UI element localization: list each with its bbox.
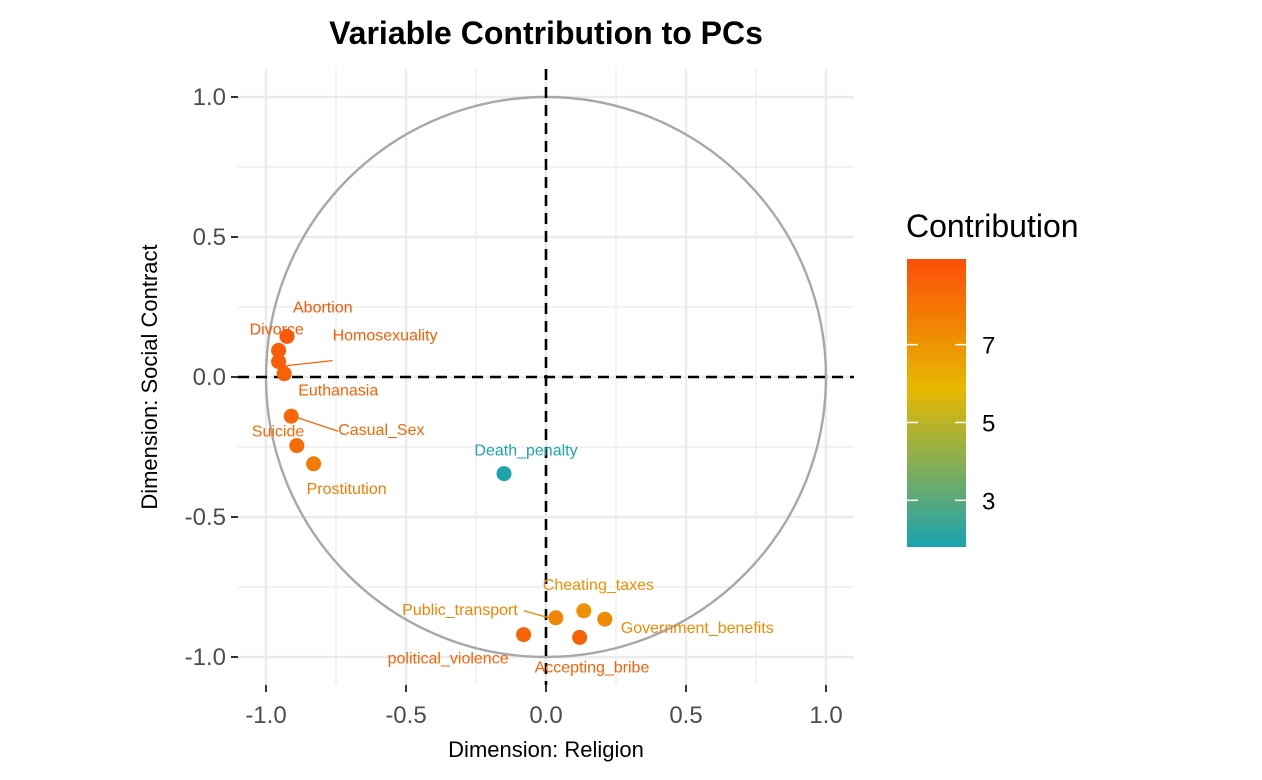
y-tick-label: 1.0: [193, 84, 226, 111]
y-tick-label: -1.0: [185, 644, 226, 671]
point-public_transport: [548, 610, 564, 626]
point-label: political_violence: [388, 651, 509, 668]
y-tick-label: 0.0: [193, 364, 226, 391]
leader-line: [277, 359, 333, 368]
x-tick-label: 0.5: [669, 702, 702, 729]
point-label: Prostitution: [307, 481, 387, 498]
point-label: Cheating_taxes: [543, 577, 654, 594]
y-axis-title: Dimension: Social Contract: [137, 244, 162, 509]
legend-tick-label: 3: [982, 488, 995, 515]
point-label: Abortion: [293, 299, 353, 316]
leader-line: [523, 610, 549, 619]
point-casual_sex: [283, 408, 299, 424]
point-label: Accepting_bribe: [535, 659, 650, 676]
point-label: Divorce: [250, 321, 304, 338]
legend-tick-label: 5: [982, 410, 995, 437]
x-tick-label: 0.0: [529, 702, 562, 729]
x-tick-label: 1.0: [809, 702, 842, 729]
x-axis: -1.0 -0.5 0.0 0.5 1.0: [245, 685, 843, 729]
point-suicide: [289, 438, 305, 454]
legend: Contribution 7 5 3: [906, 208, 1079, 547]
point-labels: Abortion Divorce Homosexuality Euthanasia Ca…: [250, 299, 774, 676]
point-homosexuality: [271, 354, 287, 370]
legend-title: Contribution: [906, 208, 1079, 244]
y-tick-label: -0.5: [185, 504, 226, 531]
point-label: Public_transport: [402, 602, 518, 619]
point-label: Casual_Sex: [338, 422, 424, 439]
point-euthanasia: [276, 366, 292, 382]
point-political_violence: [516, 627, 532, 643]
leader-line: [292, 415, 339, 432]
chart-title: Variable Contribution to PCs: [329, 15, 763, 51]
point-label: Euthanasia: [298, 383, 378, 400]
y-tick-label: 0.5: [193, 224, 226, 251]
legend-tick-label: 7: [982, 333, 995, 360]
point-abortion: [279, 328, 295, 344]
point-label: Government_benefits: [621, 620, 774, 637]
point-label: Suicide: [252, 424, 305, 441]
point-cheating_taxes: [576, 603, 592, 619]
point-label: Death_penalty: [474, 443, 577, 460]
label-leader-lines: [277, 359, 549, 619]
point-divorce: [271, 342, 287, 358]
reference-lines: [238, 69, 854, 685]
x-tick-label: -0.5: [385, 702, 426, 729]
point-death_penalty: [496, 466, 512, 482]
point-government_benefits: [597, 611, 613, 627]
legend-colorbar: [907, 259, 966, 547]
point-label: Homosexuality: [333, 328, 438, 345]
x-axis-title: Dimension: Religion: [448, 737, 644, 762]
point-accepting_bribe: [572, 629, 588, 645]
points: [271, 328, 613, 645]
x-tick-label: -1.0: [245, 702, 286, 729]
legend-ticks: 7 5 3: [907, 333, 995, 515]
y-axis: 1.0 0.5 0.0 -0.5 -1.0: [185, 84, 238, 671]
point-prostitution: [306, 456, 322, 472]
